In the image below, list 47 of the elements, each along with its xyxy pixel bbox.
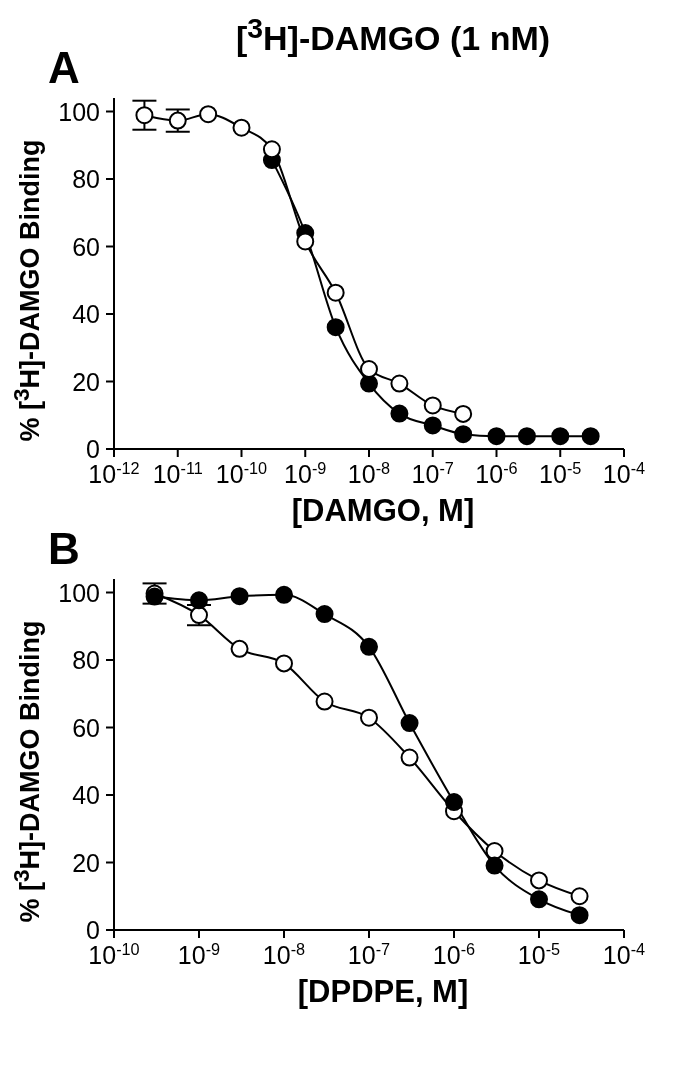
- text: B: [47, 524, 81, 573]
- y-tick-label: 60: [72, 713, 100, 742]
- point: [570, 906, 589, 925]
- point: [485, 856, 504, 875]
- y-tick-label: 80: [72, 165, 100, 193]
- y-tick-label: 100: [58, 578, 100, 607]
- x-tick-label: 10$^{-5}$: [539, 459, 582, 488]
- point: [530, 890, 548, 909]
- x-tick-label: 10$^{-8}$: [262, 940, 306, 969]
- point: [530, 871, 548, 890]
- point: [230, 639, 249, 658]
- text: A: [48, 43, 80, 92]
- point: [275, 585, 293, 604]
- x-tick-label: 10$^{-11}$: [152, 459, 203, 488]
- point: [315, 692, 334, 711]
- x-tick-label: 10$^{-8}$: [347, 459, 391, 488]
- x-tick-label: 10$^{-4}$: [602, 940, 646, 969]
- point: [190, 591, 208, 610]
- y-tick-label: 100: [58, 97, 100, 126]
- x-tick-label: 10$^{-4}$: [602, 459, 646, 488]
- point: [315, 605, 334, 624]
- y-tick-label: 60: [72, 232, 100, 261]
- y-tick-label: 20: [72, 367, 100, 396]
- x-tick-label: 10$^{-6}$: [475, 459, 518, 488]
- point: [400, 714, 419, 733]
- y-tick-label: 40: [72, 300, 100, 328]
- y-tick-label: 20: [72, 848, 100, 877]
- point: [360, 637, 378, 656]
- y-tick-label: 80: [72, 646, 100, 674]
- x-tick-label: 10$^{-7}$: [411, 459, 454, 488]
- x-axis-title: [DPDPE, M]: [297, 974, 469, 1009]
- point: [445, 793, 463, 812]
- point: [485, 842, 504, 861]
- x-tick-label: 10$^{-10}$: [215, 459, 268, 488]
- x-tick-label: 10$^{-7}$: [347, 940, 391, 969]
- x-axis-title: [DAMGO, M]: [291, 493, 475, 528]
- point: [570, 887, 589, 906]
- point: [360, 708, 378, 727]
- point: [230, 587, 249, 606]
- point: [400, 748, 419, 767]
- x-tick-label: 10$^{-9}$: [284, 459, 327, 488]
- y-tick-label: 40: [72, 781, 100, 809]
- x-tick-label: 10$^{-5}$: [517, 940, 561, 969]
- chart-title: [$^{3}$H]-DAMGO (1 nM): [235, 12, 551, 58]
- point: [275, 654, 293, 673]
- x-tick-label: 10$^{-6}$: [432, 940, 476, 969]
- x-tick-label: 10$^{-9}$: [177, 940, 221, 969]
